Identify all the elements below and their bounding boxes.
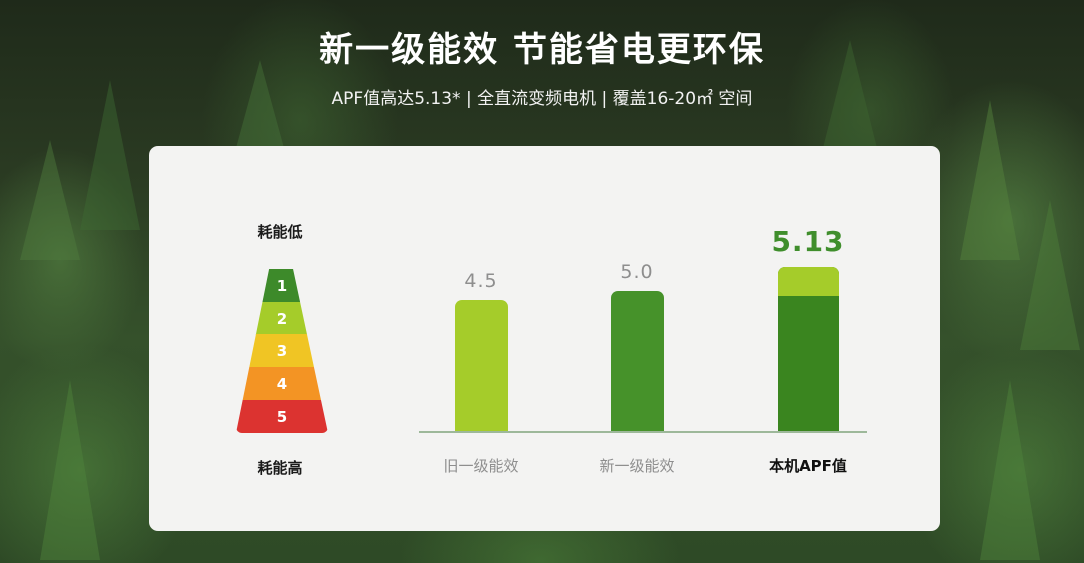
level-5-label: 5 — [276, 407, 288, 426]
x-axis-baseline — [419, 431, 867, 433]
tree-decoration — [960, 100, 1020, 260]
bar-value-new: 5.0 — [620, 261, 654, 283]
level-1-label: 1 — [276, 276, 288, 295]
bar-value-this-unit: 5.13 — [771, 225, 845, 258]
energy-level-pyramid: 1 2 3 4 5 — [236, 269, 328, 433]
chart-card: 耗能低 1 2 3 4 5 耗能高 4.5 5.0 5.13 旧一级能效 新一级… — [149, 146, 940, 531]
category-label-new: 新一级能效 — [599, 457, 675, 475]
tree-decoration — [40, 380, 100, 560]
bar-old-tier1 — [455, 300, 508, 432]
category-label-this-unit: 本机APF值 — [769, 457, 847, 475]
tree-decoration — [980, 380, 1040, 560]
tree-decoration — [820, 40, 880, 160]
bar-value-old: 4.5 — [464, 270, 498, 292]
bar-this-unit-excess — [778, 267, 839, 296]
tree-decoration — [20, 140, 80, 260]
level-2-segment: 2 — [236, 302, 328, 335]
level-4-label: 4 — [276, 374, 288, 393]
tree-decoration — [80, 80, 140, 230]
bar-new-tier1 — [611, 291, 664, 432]
scale-bottom-label: 耗能高 — [257, 459, 303, 477]
level-2-label: 2 — [276, 309, 288, 328]
bar-this-unit — [778, 267, 839, 432]
category-label-old: 旧一级能效 — [443, 457, 519, 475]
tree-decoration — [1020, 200, 1080, 350]
level-3-segment: 3 — [236, 334, 328, 367]
level-5-segment: 5 — [236, 400, 328, 433]
level-4-segment: 4 — [236, 367, 328, 400]
level-1-segment: 1 — [236, 269, 328, 302]
page-title: 新一级能效 节能省电更环保 — [319, 30, 765, 70]
page-subtitle: APF值高达5.13* | 全直流变频电机 | 覆盖16-20㎡ 空间 — [331, 89, 753, 109]
scale-top-label: 耗能低 — [257, 223, 303, 241]
level-3-label: 3 — [276, 341, 288, 360]
